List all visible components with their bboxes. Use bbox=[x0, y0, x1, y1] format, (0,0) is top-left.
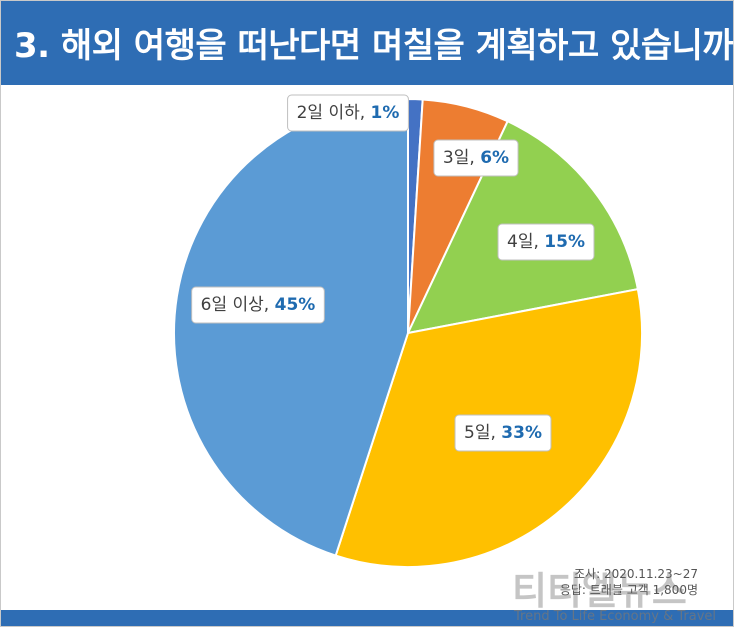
slice-percent-label: 15% bbox=[544, 232, 585, 252]
data-label-box bbox=[497, 223, 595, 261]
footer-bar bbox=[1, 610, 733, 626]
survey-date: 조사: 2020.11.23~27 bbox=[574, 567, 698, 581]
slice-percent-label: 1% bbox=[371, 103, 400, 123]
data-label-text: 6일 이상, 45% bbox=[201, 295, 316, 315]
data-label: 4일, 15% bbox=[497, 223, 595, 261]
chart-title: 3. 해외 여행을 떠난다면 며칠을 계획하고 있습니까? bbox=[14, 26, 734, 66]
survey-footnote: 조사: 2020.11.23~27 응답: 트래블 고객 1,800명 bbox=[560, 566, 698, 598]
data-label-box bbox=[454, 414, 552, 452]
slice-category-label: 5일, bbox=[464, 423, 501, 443]
data-label: 2일 이하, 1% bbox=[287, 94, 409, 132]
slice-category-label: 6일 이상, bbox=[201, 295, 275, 315]
data-label: 3일, 6% bbox=[433, 139, 519, 177]
data-label-text: 4일, 15% bbox=[507, 232, 585, 252]
slice-percent-label: 6% bbox=[480, 148, 509, 168]
slice-percent-label: 45% bbox=[275, 295, 316, 315]
slice-percent-label: 33% bbox=[501, 423, 542, 443]
data-label-text: 3일, 6% bbox=[443, 148, 509, 168]
slice-category-label: 3일, bbox=[443, 148, 480, 168]
data-label-text: 5일, 33% bbox=[464, 423, 542, 443]
title-bar: 3. 해외 여행을 떠난다면 며칠을 계획하고 있습니까? bbox=[1, 1, 734, 85]
data-label-box bbox=[191, 286, 325, 324]
data-label-box bbox=[287, 94, 409, 132]
survey-respondents: 응답: 트래블 고객 1,800명 bbox=[559, 583, 698, 597]
slice-category-label: 4일, bbox=[507, 232, 544, 252]
data-label: 6일 이상, 45% bbox=[191, 286, 325, 324]
data-label-box bbox=[433, 139, 519, 177]
data-label: 5일, 33% bbox=[454, 414, 552, 452]
data-label-text: 2일 이하, 1% bbox=[297, 103, 400, 123]
slice-category-label: 2일 이하, bbox=[297, 103, 371, 123]
